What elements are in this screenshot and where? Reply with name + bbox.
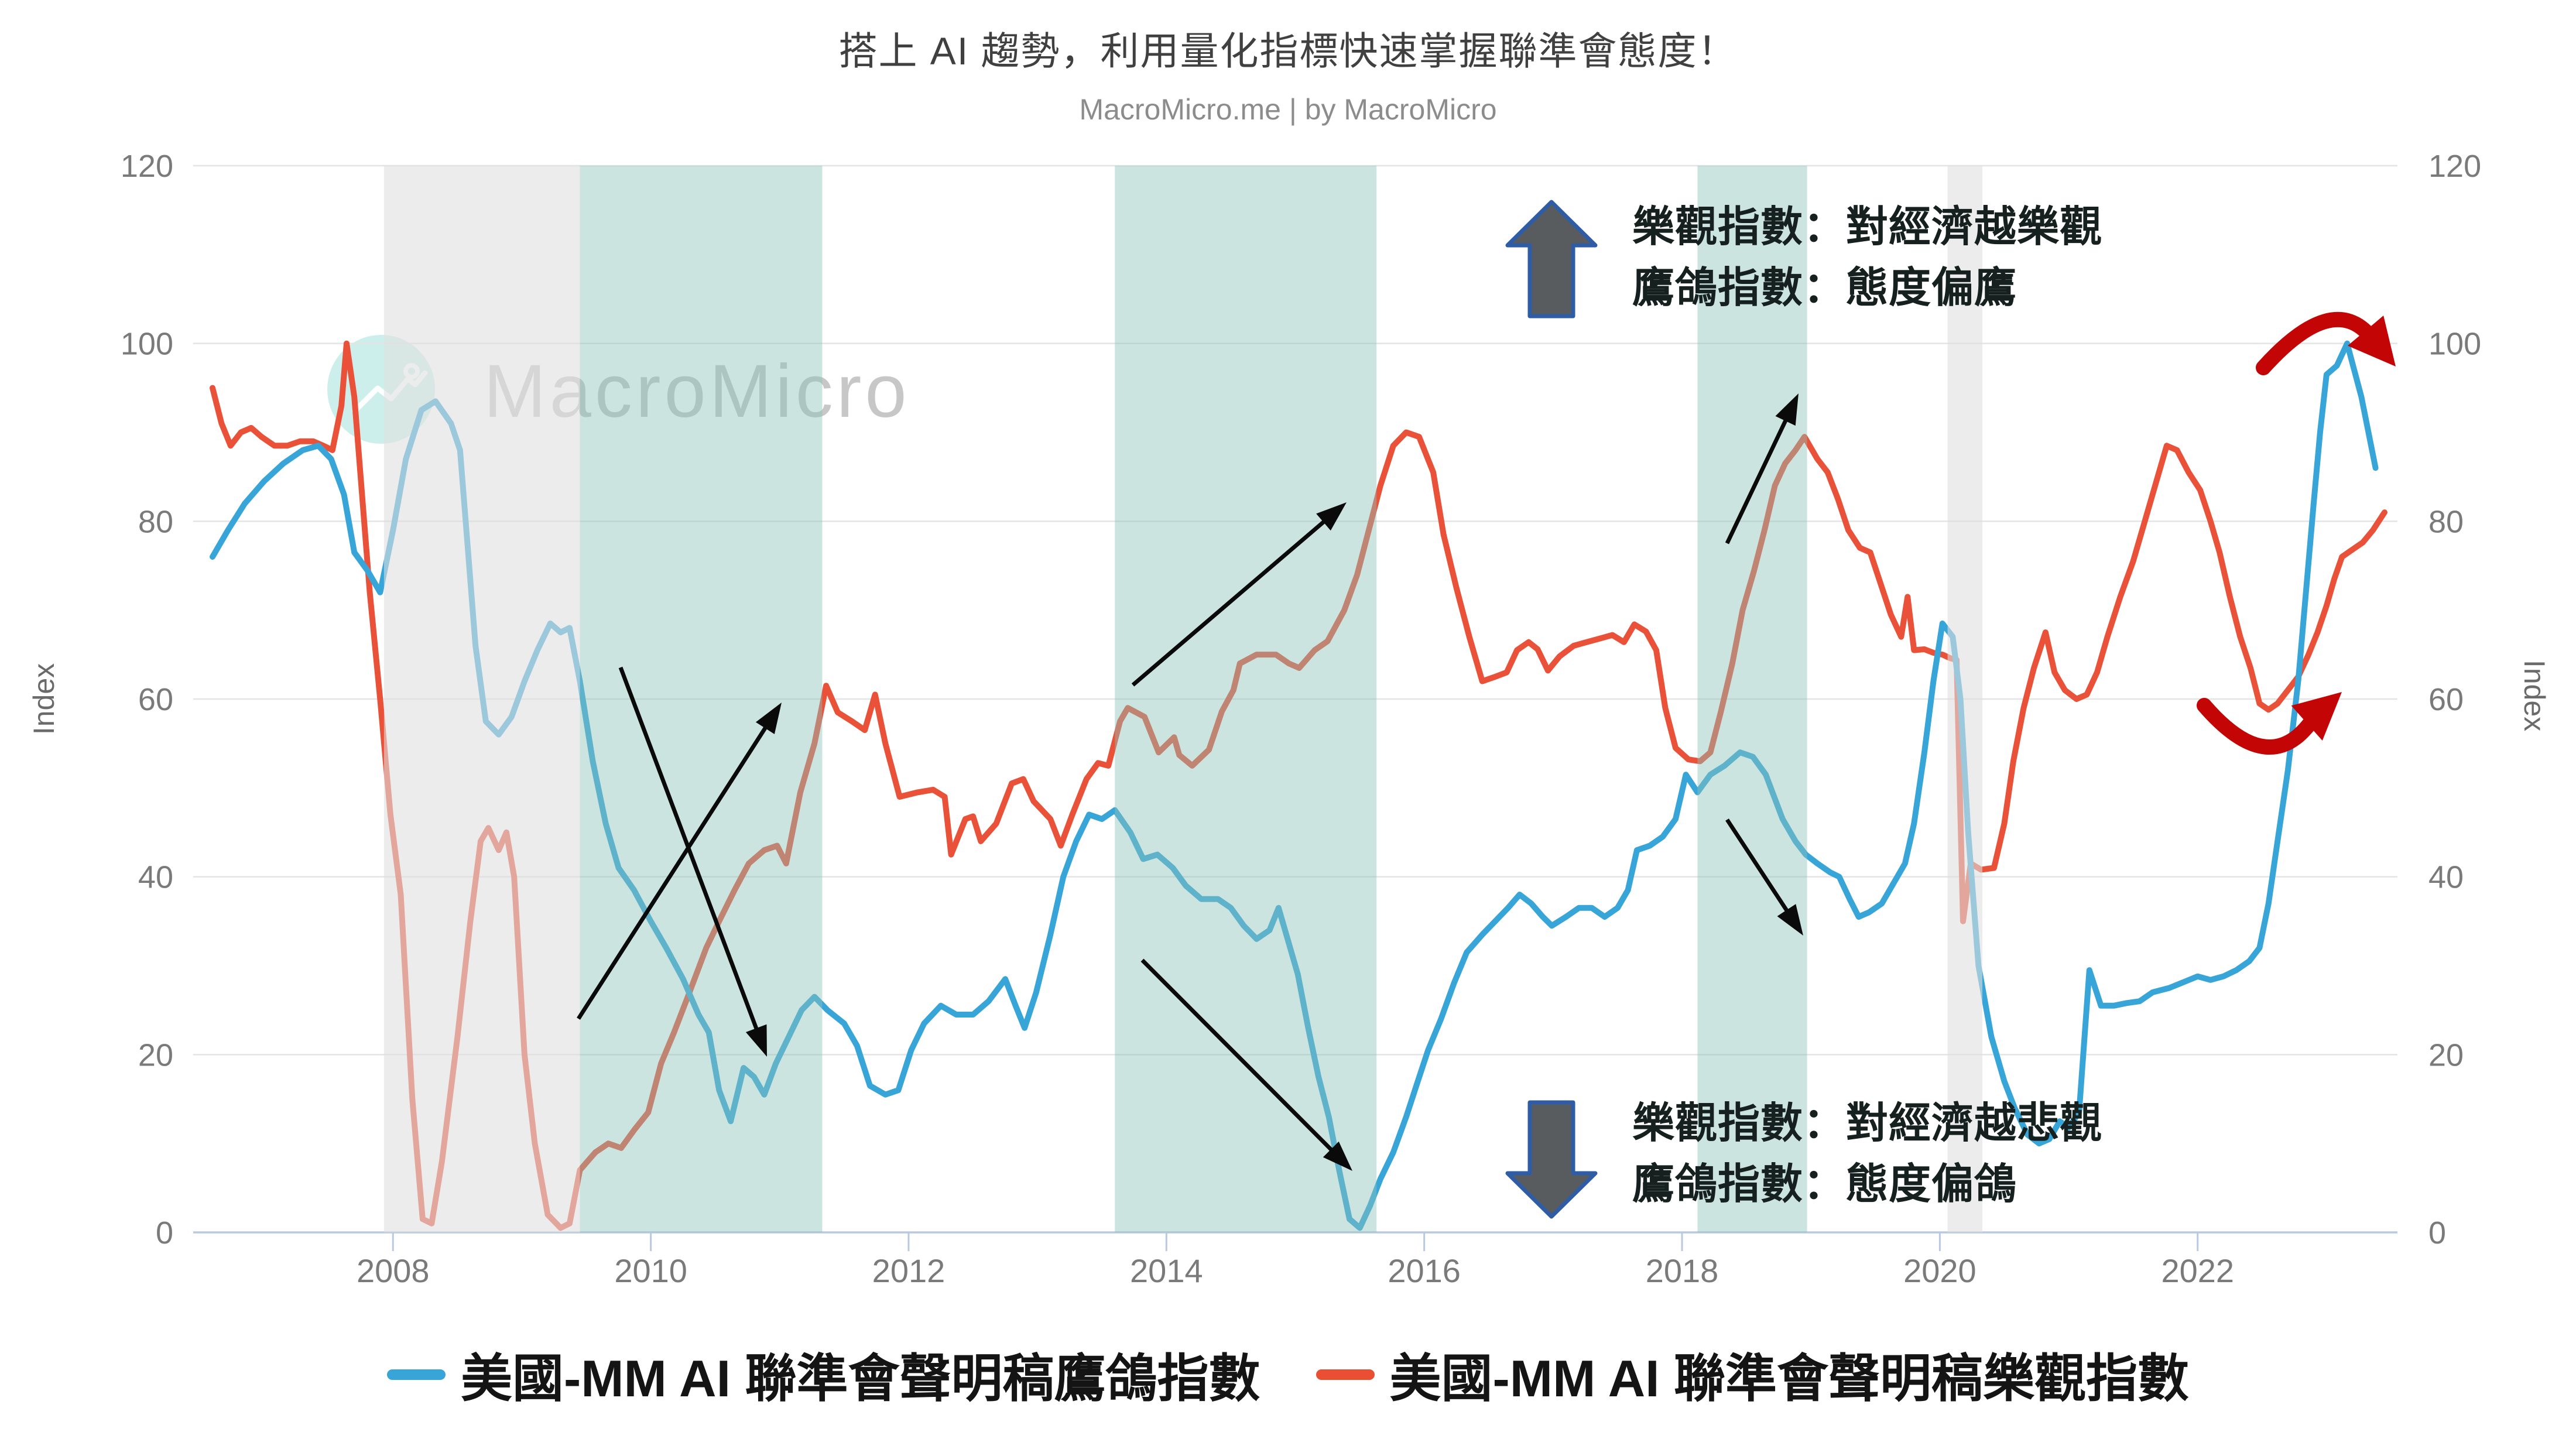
y-tick-label-left: 40 — [138, 860, 173, 895]
y-tick-label-left: 20 — [138, 1037, 173, 1073]
teal-band — [1115, 166, 1377, 1232]
teal-band — [1697, 166, 1807, 1232]
y-axis-title-left: Index — [28, 663, 60, 735]
x-tick-label: 2016 — [1388, 1252, 1461, 1289]
y-tick-label-right: 40 — [2428, 860, 2464, 895]
arrowhead-icon — [1775, 393, 1799, 426]
hawk-dove-index-line — [210, 340, 2379, 1231]
y-tick-label-left: 80 — [138, 504, 173, 539]
legend-label-hawk-dove: 美國-MM AI 聯準會聲明稿鷹鴿指數 — [460, 1349, 1260, 1407]
x-tick-label: 2022 — [2161, 1252, 2234, 1289]
annotation-down-hawkdove: 鷹鴿指數：態度偏鴿 — [1632, 1161, 2017, 1208]
arrowhead-icon — [745, 1024, 767, 1057]
hawk-dove-swatch-icon — [386, 1369, 446, 1380]
chart-legend: 美國-MM AI 聯準會聲明稿鷹鴿指數 美國-MM AI 聯準會聲明稿樂觀指數 — [0, 1337, 2576, 1412]
y-tick-label-right: 80 — [2428, 504, 2464, 539]
curved-arrow-bottom-icon — [2197, 698, 2323, 755]
x-tick-label: 2012 — [872, 1252, 946, 1289]
y-tick-label-left: 120 — [121, 149, 173, 184]
page-title: 搭上 AI 趨勢，利用量化指標快速掌握聯準會態度！ — [838, 29, 1738, 73]
curved-arrow-top-icon — [2256, 311, 2379, 375]
legend-item-hawk-dove: 美國-MM AI 聯準會聲明稿鷹鴿指數 — [386, 1337, 1260, 1412]
up-block-arrow-icon — [1505, 200, 1598, 318]
optimism-swatch-icon — [1316, 1369, 1375, 1380]
legend-label-optimism: 美國-MM AI 聯準會聲明稿樂觀指數 — [1389, 1349, 2190, 1407]
annotation-up-optimism: 樂觀指數：對經濟越樂觀 — [1632, 204, 2103, 251]
y-axis-left: 0 20 40 60 80 100 120 Index — [28, 149, 173, 1251]
arrowhead-icon — [1323, 1141, 1352, 1171]
y-tick-label-left: 0 — [156, 1215, 173, 1251]
y-tick-label-right: 120 — [2428, 149, 2481, 184]
arrowhead-icon — [1316, 502, 1347, 531]
annotation-up-hawkdove: 鷹鴿指數：態度偏鷹 — [1632, 265, 2017, 311]
x-tick-label: 2008 — [357, 1252, 430, 1289]
arrowhead-icon — [755, 703, 782, 735]
teal-band — [580, 166, 823, 1232]
y-tick-label-right: 100 — [2428, 327, 2481, 362]
block-arrows — [1505, 200, 1598, 1219]
trend-arrows — [577, 393, 1803, 1171]
x-tick-label: 2020 — [1903, 1252, 1976, 1289]
page-subtitle: MacroMicro.me | by MacroMicro — [1079, 93, 1497, 126]
curved-arrows — [2197, 311, 2396, 755]
y-tick-label-left: 60 — [138, 682, 173, 717]
arrowhead-icon — [1777, 904, 1803, 936]
gray-band — [1947, 166, 1983, 1232]
y-tick-label-left: 100 — [121, 327, 173, 362]
y-tick-label-right: 20 — [2428, 1037, 2464, 1073]
y-tick-label-right: 0 — [2428, 1215, 2446, 1251]
x-axis: 2008 2010 2012 2014 2016 2018 2020 2022 — [357, 1232, 2234, 1289]
down-block-arrow-icon — [1505, 1100, 1598, 1219]
annotation-down-optimism: 樂觀指數：對經濟越悲觀 — [1632, 1100, 2103, 1147]
legend-item-optimism: 美國-MM AI 聯準會聲明稿樂觀指數 — [1316, 1337, 2190, 1412]
highlight-bands — [383, 166, 1983, 1232]
gray-band — [383, 166, 580, 1232]
x-tick-label: 2010 — [614, 1252, 687, 1289]
y-axis-title-right: Index — [2518, 660, 2551, 731]
x-tick-label: 2014 — [1130, 1252, 1203, 1289]
x-tick-label: 2018 — [1646, 1252, 1719, 1289]
y-axis-right: 0 20 40 60 80 100 120 Index — [2428, 149, 2551, 1251]
y-tick-label-right: 60 — [2428, 682, 2464, 717]
